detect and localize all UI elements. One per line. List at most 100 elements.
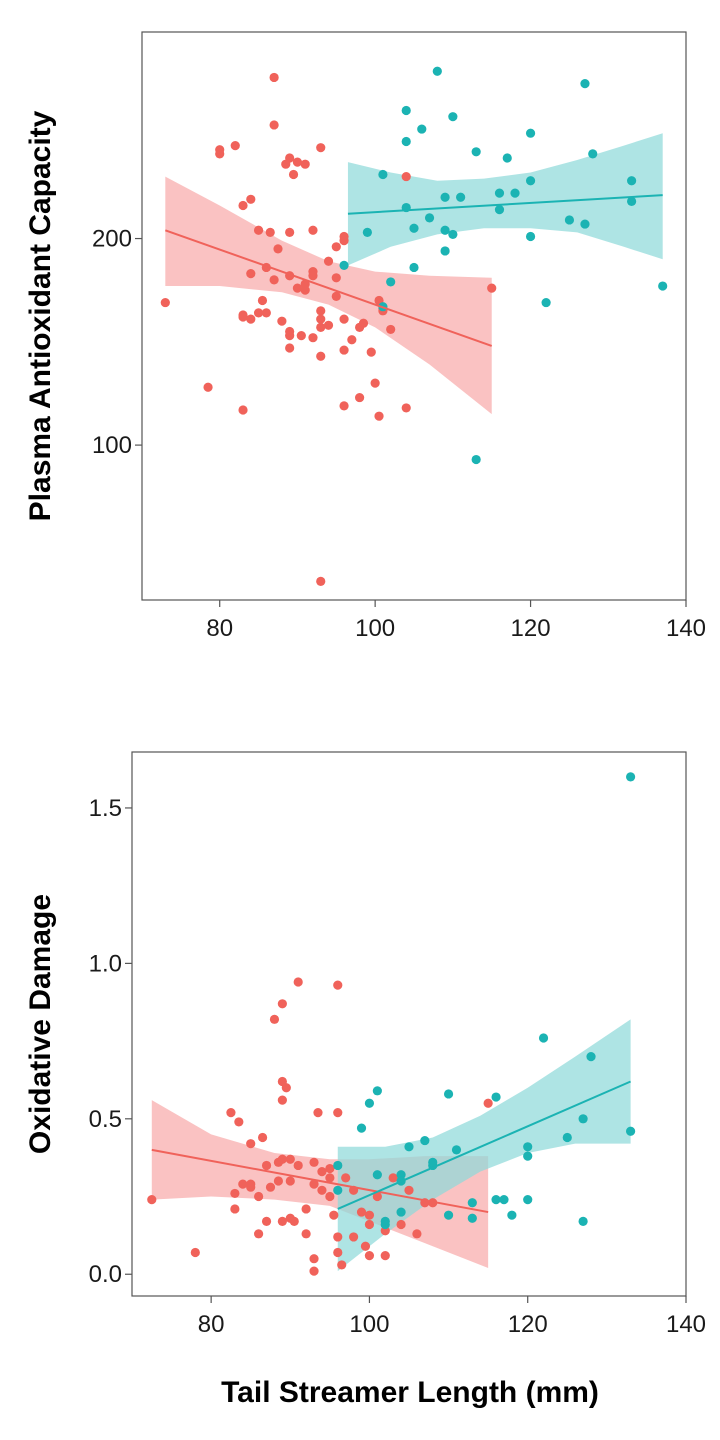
- teal-data-point: [494, 205, 505, 215]
- teal-data-point: [440, 225, 450, 235]
- red-data-point: [329, 1210, 339, 1220]
- red-data-point: [234, 1117, 244, 1127]
- red-data-point: [285, 1176, 295, 1186]
- teal-data-point: [333, 1185, 343, 1195]
- red-data-point: [317, 1167, 327, 1177]
- red-data-point: [316, 351, 326, 361]
- red-data-point: [261, 1160, 272, 1171]
- y-tick-label: 1.0: [89, 950, 122, 977]
- red-data-point: [355, 392, 365, 403]
- red-data-point: [380, 1250, 390, 1261]
- y-tick-label: 200: [92, 226, 132, 253]
- red-data-point: [483, 1098, 493, 1108]
- red-data-point: [238, 200, 248, 211]
- teal-data-point: [456, 192, 466, 202]
- x-tick-label: 120: [511, 615, 551, 642]
- teal-data-point: [541, 297, 551, 308]
- red-data-point: [404, 1185, 414, 1195]
- x-tick-label: 100: [355, 615, 395, 642]
- teal-data-point: [409, 262, 419, 273]
- red-data-point: [269, 120, 279, 130]
- red-data-point: [147, 1195, 157, 1205]
- red-data-point: [257, 1132, 268, 1143]
- red-data-point: [230, 1188, 240, 1199]
- teal-data-point: [494, 188, 505, 198]
- red-data-point: [349, 1232, 359, 1242]
- red-data-point: [277, 1095, 287, 1105]
- red-data-point: [316, 314, 326, 324]
- teal-data-point: [525, 231, 536, 242]
- red-data-point: [277, 999, 287, 1009]
- red-data-point: [301, 1229, 311, 1239]
- red-data-point: [360, 1241, 371, 1251]
- red-data-point: [309, 1266, 319, 1276]
- teal-data-point: [404, 1142, 414, 1152]
- red-data-point: [265, 1182, 276, 1192]
- teal-data-point: [471, 454, 481, 465]
- red-data-point: [269, 1014, 280, 1024]
- plot-area: [160, 66, 668, 587]
- red-data-point: [203, 382, 213, 392]
- red-data-point: [339, 231, 349, 242]
- red-data-point: [370, 378, 380, 388]
- red-data-point: [254, 1229, 264, 1239]
- red-data-point: [364, 1250, 375, 1261]
- y-axis-label: Oxidative Damage: [24, 894, 57, 1154]
- teal-data-point: [396, 1207, 406, 1217]
- red-data-point: [364, 1219, 375, 1230]
- teal-data-point: [467, 1213, 477, 1223]
- teal-data-point: [451, 1145, 462, 1155]
- red-data-point: [289, 1216, 299, 1226]
- red-data-point: [323, 256, 334, 266]
- red-data-point: [285, 227, 295, 237]
- red-data-point: [288, 169, 299, 180]
- teal-data-point: [580, 219, 590, 229]
- red-data-point: [238, 1179, 248, 1189]
- teal-data-point: [467, 1198, 477, 1208]
- red-data-point: [257, 295, 268, 306]
- teal-fit-line: [337, 1080, 631, 1210]
- oxidative-damage-panel: 80 100 120 140 0.0 0.5 1.0 1.5 Oxidative Damage: [24, 751, 706, 1338]
- x-tick-label: 100: [349, 1311, 389, 1338]
- teal-data-point: [578, 1216, 588, 1226]
- red-data-point: [246, 269, 256, 279]
- teal-data-point: [471, 147, 481, 157]
- teal-data-point: [333, 1160, 343, 1171]
- red-data-point: [316, 576, 326, 587]
- teal-data-point: [525, 176, 536, 186]
- red-data-point: [308, 225, 318, 235]
- teal-data-point: [627, 176, 637, 186]
- teal-data-point: [491, 1195, 501, 1205]
- red-data-point: [253, 308, 264, 318]
- red-data-point: [238, 312, 248, 322]
- plot-area: [147, 772, 636, 1276]
- red-data-point: [316, 322, 326, 332]
- red-data-point: [331, 273, 341, 283]
- red-data-point: [230, 1204, 240, 1214]
- teal-data-point: [448, 229, 458, 240]
- red-data-point: [339, 345, 349, 355]
- teal-data-point: [626, 1126, 636, 1136]
- y-tick-label: 1.5: [89, 795, 122, 822]
- teal-data-point: [362, 227, 372, 237]
- red-data-point: [273, 1176, 284, 1186]
- teal-data-point: [432, 66, 442, 76]
- red-data-point: [388, 1173, 398, 1183]
- teal-data-point: [378, 169, 388, 180]
- red-data-point: [316, 306, 326, 316]
- red-data-point: [285, 1154, 295, 1164]
- teal-data-point: [443, 1210, 454, 1220]
- teal-data-point: [586, 1052, 596, 1062]
- red-data-point: [238, 405, 248, 415]
- teal-data-point: [588, 149, 598, 159]
- x-tick-label: 140: [666, 1311, 706, 1338]
- red-data-point: [215, 145, 225, 155]
- red-data-point: [309, 1179, 319, 1189]
- red-data-point: [358, 318, 369, 328]
- teal-data-point: [420, 1135, 430, 1146]
- red-data-point: [296, 331, 306, 341]
- red-data-point: [325, 1191, 335, 1202]
- teal-data-point: [523, 1142, 533, 1152]
- red-data-point: [323, 320, 334, 330]
- teal-data-point: [417, 124, 427, 134]
